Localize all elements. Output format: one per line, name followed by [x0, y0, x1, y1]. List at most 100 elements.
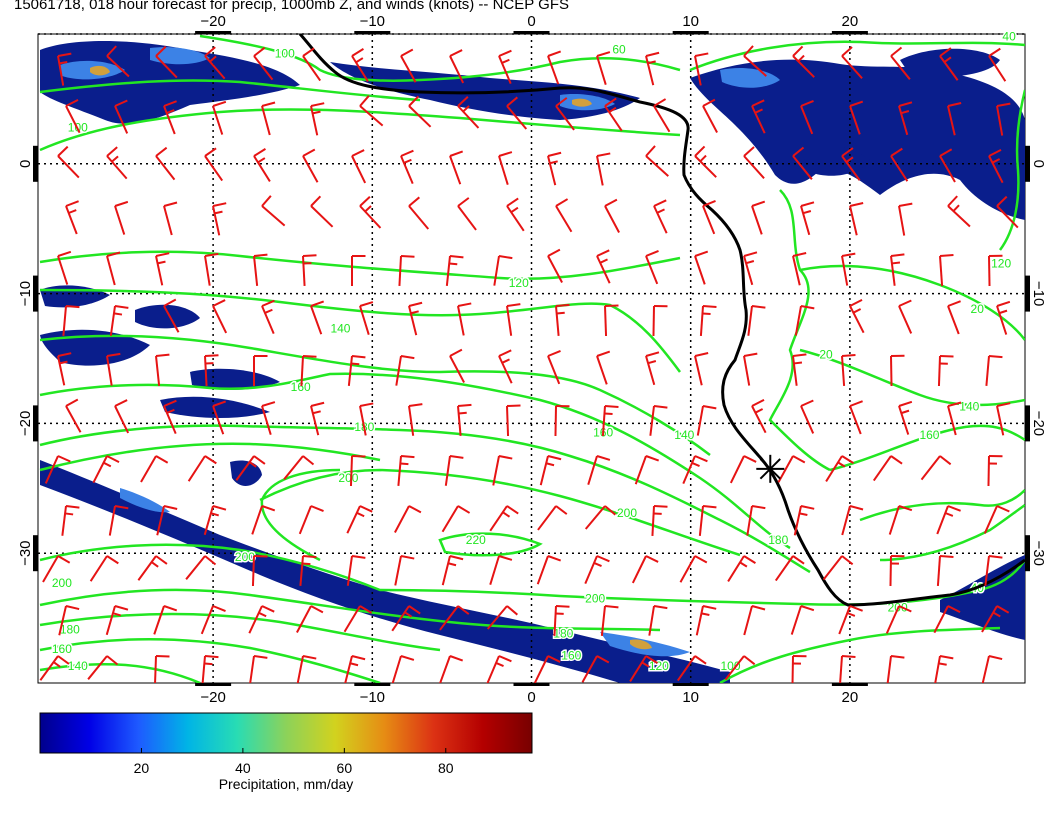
wind-barb — [351, 47, 369, 82]
wind-barb — [981, 605, 1010, 633]
wind-barb — [841, 505, 864, 536]
wind-barb — [793, 505, 815, 536]
contour-label: 20 — [971, 302, 985, 316]
wind-barb — [140, 455, 169, 483]
wind-barb — [457, 403, 472, 436]
contour-label: 160 — [52, 642, 72, 656]
wind-barb — [398, 255, 415, 287]
wind-barb — [106, 251, 121, 286]
contour-line — [260, 468, 341, 562]
contour-label: 100 — [720, 659, 740, 673]
wind-barb — [155, 353, 170, 386]
y-tick-labels-right: 0 −10 −20 −30 — [1025, 145, 1047, 572]
y-axis-tick-bar — [1025, 405, 1030, 442]
wind-barb — [651, 505, 668, 537]
wind-barb — [537, 505, 568, 531]
wind-barb — [343, 605, 373, 633]
wind-barb — [988, 47, 1007, 82]
wind-barb — [699, 305, 717, 336]
wind-barb — [457, 302, 472, 336]
wind-barb — [898, 202, 913, 236]
wind-barb — [449, 49, 465, 84]
wind-barb — [645, 250, 659, 285]
wind-barb — [114, 200, 129, 235]
wind-barb — [634, 455, 660, 485]
wind-barb — [439, 605, 470, 631]
wind-barb — [987, 455, 1003, 487]
wind-barb — [698, 505, 717, 536]
wind-barb — [729, 455, 757, 484]
y-tick-label: −20 — [17, 411, 34, 436]
x-tick-label: 20 — [842, 689, 859, 706]
wind-barb — [359, 95, 384, 127]
wind-barb — [204, 147, 224, 182]
wind-barb — [936, 555, 954, 586]
wind-barb — [724, 655, 756, 681]
precipitation-field — [40, 41, 1025, 683]
wind-barb — [947, 101, 962, 136]
wind-barb — [137, 555, 168, 581]
wind-barb — [65, 200, 79, 235]
wind-barb — [920, 455, 952, 481]
x-axis-tick-bar — [195, 683, 232, 686]
wind-barb — [441, 505, 471, 533]
wind-barb — [57, 250, 72, 285]
precip-area-southeast — [940, 555, 1025, 640]
x-tick-labels-bottom: −20 −10 0 10 20 — [195, 683, 868, 706]
wind-barb — [408, 196, 430, 230]
wind-barb — [653, 98, 671, 133]
wind-barb — [489, 505, 519, 532]
contour-label: 140 — [330, 322, 350, 336]
wind-barb — [212, 202, 227, 236]
precip-core-6 — [120, 488, 170, 513]
wind-barb — [251, 555, 268, 587]
wind-barb — [587, 455, 611, 485]
wind-barb — [44, 455, 71, 484]
wind-barbs — [39, 45, 1019, 683]
wind-barb — [996, 300, 1011, 335]
wind-barb — [936, 505, 961, 535]
wind-barb — [792, 353, 807, 386]
wind-barb — [947, 401, 962, 436]
wind-barb — [489, 555, 513, 585]
wind-barb — [555, 303, 570, 336]
wind-barb — [457, 96, 480, 129]
wind-barb — [498, 49, 512, 85]
marker-stroke — [759, 458, 781, 480]
wind-barb — [155, 45, 178, 79]
precip-area-north-west — [40, 41, 300, 124]
wind-barb — [536, 555, 562, 585]
colorbar-tick-label: 80 — [438, 760, 454, 776]
x-tick-label: −10 — [360, 13, 385, 30]
wind-barb — [939, 47, 959, 81]
colorbar-tick-label: 60 — [337, 760, 353, 776]
x-axis-tick-bar — [672, 31, 709, 34]
wind-barb — [235, 455, 266, 481]
precip-area-west-patch-2 — [135, 304, 200, 329]
wind-barb — [849, 100, 864, 135]
wind-barb — [890, 46, 911, 80]
wind-barb — [581, 655, 610, 683]
wind-barb — [105, 605, 129, 636]
contour-label: 120 — [991, 257, 1011, 271]
wind-barb — [155, 146, 176, 181]
wind-barb — [212, 100, 227, 135]
wind-barb — [553, 605, 570, 637]
wind-barb — [212, 299, 228, 334]
wind-barb — [302, 148, 319, 183]
wind-barb — [391, 655, 415, 683]
wind-barb — [506, 404, 521, 437]
wind-barb — [747, 305, 766, 336]
wind-barb — [555, 198, 573, 233]
colorbar-tick-label: 20 — [134, 760, 150, 776]
wind-barb — [629, 655, 658, 682]
contour-label: 200 — [338, 471, 358, 485]
contour-label: 200 — [52, 576, 72, 590]
map-title: 15061718, 018 hour forecast for precip, … — [14, 0, 569, 13]
wind-barb — [346, 555, 366, 586]
wind-barb — [62, 305, 80, 336]
wind-barb — [106, 352, 121, 386]
wind-barb — [694, 250, 709, 285]
x-axis-tick-bar — [831, 31, 868, 34]
wind-barb — [359, 301, 374, 335]
